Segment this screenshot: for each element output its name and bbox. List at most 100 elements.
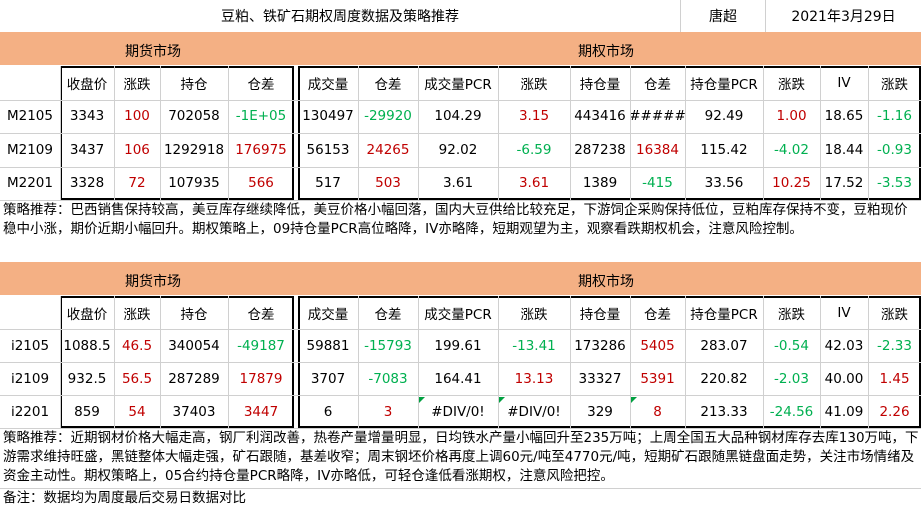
options-col-header: 持仓量PCR (690, 306, 758, 323)
options-value: #DIV/0! (507, 403, 561, 420)
report-date: 2021年3月29日 (791, 9, 896, 25)
contract-label: M2201 (6, 175, 53, 192)
error-indicator-icon (631, 397, 637, 403)
options-col-header: 成交量 (307, 306, 349, 323)
futures-oi_chg: -49187 (237, 337, 285, 354)
futures-col-header: 涨跌 (123, 76, 151, 93)
futures-oi_chg: -1E+05 (235, 108, 287, 125)
options-col-header: 涨跌 (778, 306, 805, 323)
futures-col-header: 涨跌 (123, 306, 151, 323)
options-value: -2.33 (877, 337, 912, 354)
options-value: -0.54 (774, 337, 809, 354)
options-value: 13.13 (514, 370, 554, 387)
options-value: 503 (375, 175, 401, 192)
futures-oi_chg: 3447 (243, 403, 279, 420)
futures-oi: 107935 (168, 175, 220, 192)
options-value: 517 (315, 175, 341, 192)
options-value: 3.15 (518, 108, 550, 125)
options-value: 18.65 (824, 108, 864, 125)
futures-chg: 46.5 (121, 337, 153, 354)
iron-options-label: 期权市场 (578, 274, 634, 290)
options-value: 24265 (366, 141, 410, 158)
options-value: -7083 (368, 370, 408, 387)
futures-oi: 287289 (168, 370, 220, 387)
futures-col-header: 仓差 (247, 76, 275, 93)
options-value: 1389 (582, 175, 618, 192)
futures-col-header: 仓差 (247, 306, 275, 323)
author: 唐超 (709, 9, 737, 25)
options-value: 92.49 (704, 108, 744, 125)
options-value: 3 (383, 403, 393, 420)
options-value: 213.33 (700, 403, 748, 420)
options-value: 283.07 (700, 337, 748, 354)
options-value: 3.61 (442, 175, 474, 192)
options-col-header: 持仓量 (579, 306, 621, 323)
futures-oi_chg: 566 (248, 175, 274, 192)
options-value: #DIV/0! (431, 403, 485, 420)
futures-oi: 1292918 (163, 141, 225, 158)
futures-chg: 54 (128, 403, 146, 420)
contract-label: i2105 (10, 337, 50, 354)
futures-close: 932.5 (67, 370, 107, 387)
futures-oi_chg: 176975 (235, 141, 287, 158)
options-value: -15793 (364, 337, 412, 354)
options-value: 33.56 (704, 175, 744, 192)
options-col-header: 涨跌 (881, 306, 908, 323)
options-value: 33327 (578, 370, 622, 387)
contract-label: M2109 (6, 141, 53, 158)
options-value: -3.53 (877, 175, 912, 192)
futures-col-header: 收盘价 (66, 306, 108, 323)
options-col-header: 成交量PCR (424, 76, 492, 93)
futures-col-header: 收盘价 (66, 76, 108, 93)
options-value: -13.41 (512, 337, 556, 354)
futures-close: 1088.5 (63, 337, 111, 354)
options-col-header: 成交量 (307, 76, 349, 93)
options-value: -0.93 (877, 141, 912, 158)
options-value: 115.42 (700, 141, 748, 158)
options-value: 6 (323, 403, 333, 420)
report-title: 豆粕、铁矿石期权周度数据及策略推荐 (221, 9, 459, 25)
options-col-header: 仓差 (644, 76, 671, 93)
options-value: 329 (587, 403, 613, 420)
options-col-header: 持仓量 (579, 76, 621, 93)
iron-section-header (0, 262, 921, 295)
futures-chg: 56.5 (121, 370, 153, 387)
options-value: 56153 (306, 141, 350, 158)
iron-strategy: 策略推荐：近期钢材价格大幅走高，钢厂利润改善，热卷产量增量明显，日均铁水产量小幅… (3, 430, 919, 484)
options-value: 5391 (640, 370, 675, 387)
futures-oi: 340054 (168, 337, 220, 354)
iron-futures-label: 期货市场 (125, 274, 181, 290)
contract-label: M2105 (6, 108, 53, 125)
options-value: 1.00 (776, 108, 807, 125)
options-value: 8 (653, 403, 662, 420)
options-value: -1.16 (877, 108, 912, 125)
options-value: 173286 (574, 337, 626, 354)
options-value: 92.02 (438, 141, 478, 158)
options-value: 42.03 (824, 337, 864, 354)
soymeal-strategy: 策略推荐：巴西销售保持较高，美豆库存继续降低，美豆价格小幅回落，国内大豆供给比较… (3, 202, 908, 237)
options-value: -24.56 (769, 403, 814, 420)
error-indicator-icon (419, 397, 425, 403)
futures-col-header: 持仓 (180, 76, 208, 93)
options-col-header: 持仓量PCR (690, 76, 758, 93)
error-indicator-icon (499, 397, 505, 403)
soymeal-section-header (0, 32, 921, 65)
futures-chg: 72 (128, 175, 146, 192)
futures-close: 3328 (69, 175, 105, 192)
options-col-header: 仓差 (374, 76, 402, 93)
options-col-header: IV (837, 74, 851, 91)
options-value: 16384 (636, 141, 679, 158)
futures-col-header: 持仓 (180, 306, 208, 323)
futures-oi_chg: 17879 (239, 370, 283, 387)
futures-chg: 106 (124, 141, 150, 158)
options-value: -2.03 (774, 370, 809, 387)
futures-oi: 37403 (172, 403, 216, 420)
futures-chg: 100 (124, 108, 150, 125)
options-col-header: 涨跌 (520, 76, 548, 93)
options-value: 3.61 (518, 175, 550, 192)
contract-label: i2201 (10, 403, 50, 420)
options-value: 18.44 (824, 141, 864, 158)
soymeal-options-label: 期权市场 (578, 44, 634, 60)
options-value: 3707 (310, 370, 346, 387)
